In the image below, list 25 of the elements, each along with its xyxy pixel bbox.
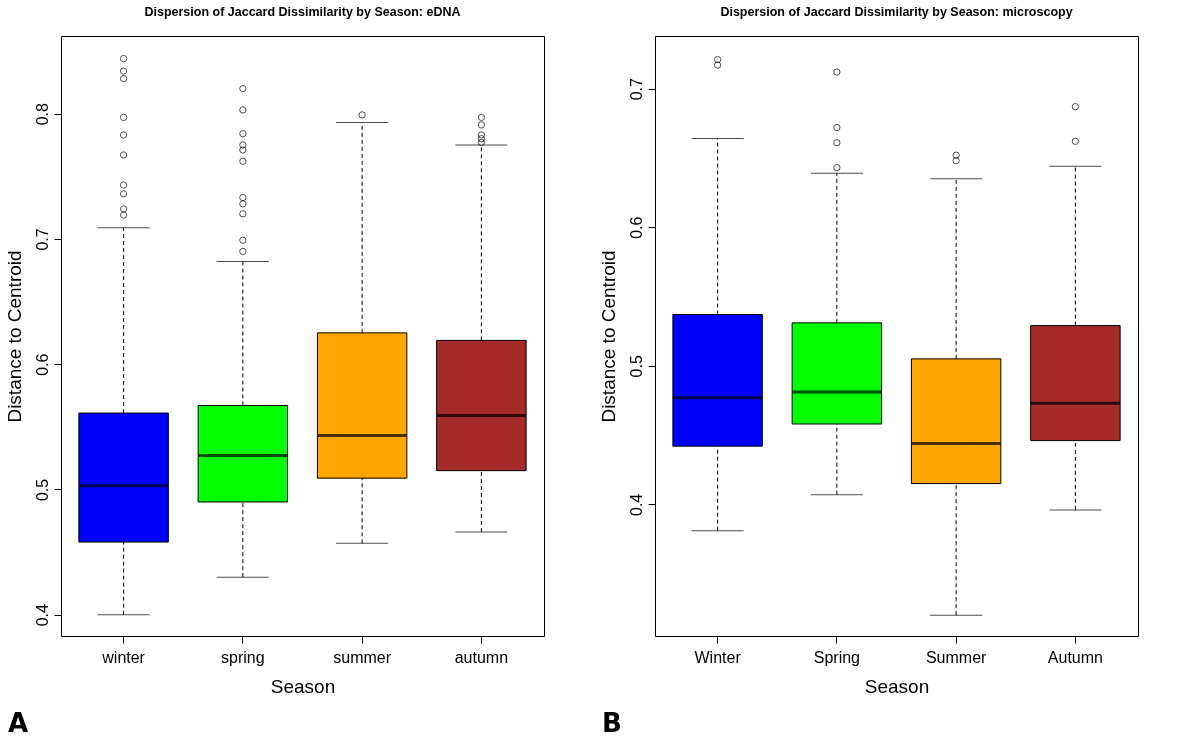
y-axis-title: Distance to Centroid <box>597 250 619 423</box>
y-tick-label: 0.8 <box>33 102 51 126</box>
x-tick-label: autumn <box>454 648 509 666</box>
y-axis-title: Distance to Centroid <box>3 250 25 423</box>
text: B <box>602 708 622 738</box>
y-tick-label: 0.7 <box>627 77 645 101</box>
x-tick-label: spring <box>221 648 265 666</box>
x-axis-title: Season <box>270 675 336 697</box>
y-tick-label: 0.5 <box>627 355 645 378</box>
y-tick-label: 0.4 <box>627 493 645 516</box>
chart-title: Dispersion of Jaccard Dissimilarity by Season: eDNA <box>144 4 461 19</box>
y-tick-label: 0.7 <box>33 228 51 251</box>
x-tick-label: Summer <box>925 648 988 666</box>
x-tick-label: Autumn <box>1047 648 1103 666</box>
x-tick-label: Spring <box>813 648 860 666</box>
y-tick-label: 0.6 <box>627 216 645 239</box>
text: A <box>8 708 29 738</box>
x-tick-label: Winter <box>694 648 742 666</box>
x-tick-label: winter <box>101 648 146 666</box>
y-tick-label: 0.4 <box>33 603 51 627</box>
chart-title: Dispersion of Jaccard Dissimilarity by Season: microscopy <box>720 4 1073 19</box>
y-tick-label: 0.6 <box>33 353 51 376</box>
y-tick-label: 0.5 <box>33 478 51 502</box>
x-axis-title: Season <box>864 675 930 697</box>
x-tick-label: summer <box>333 648 392 666</box>
